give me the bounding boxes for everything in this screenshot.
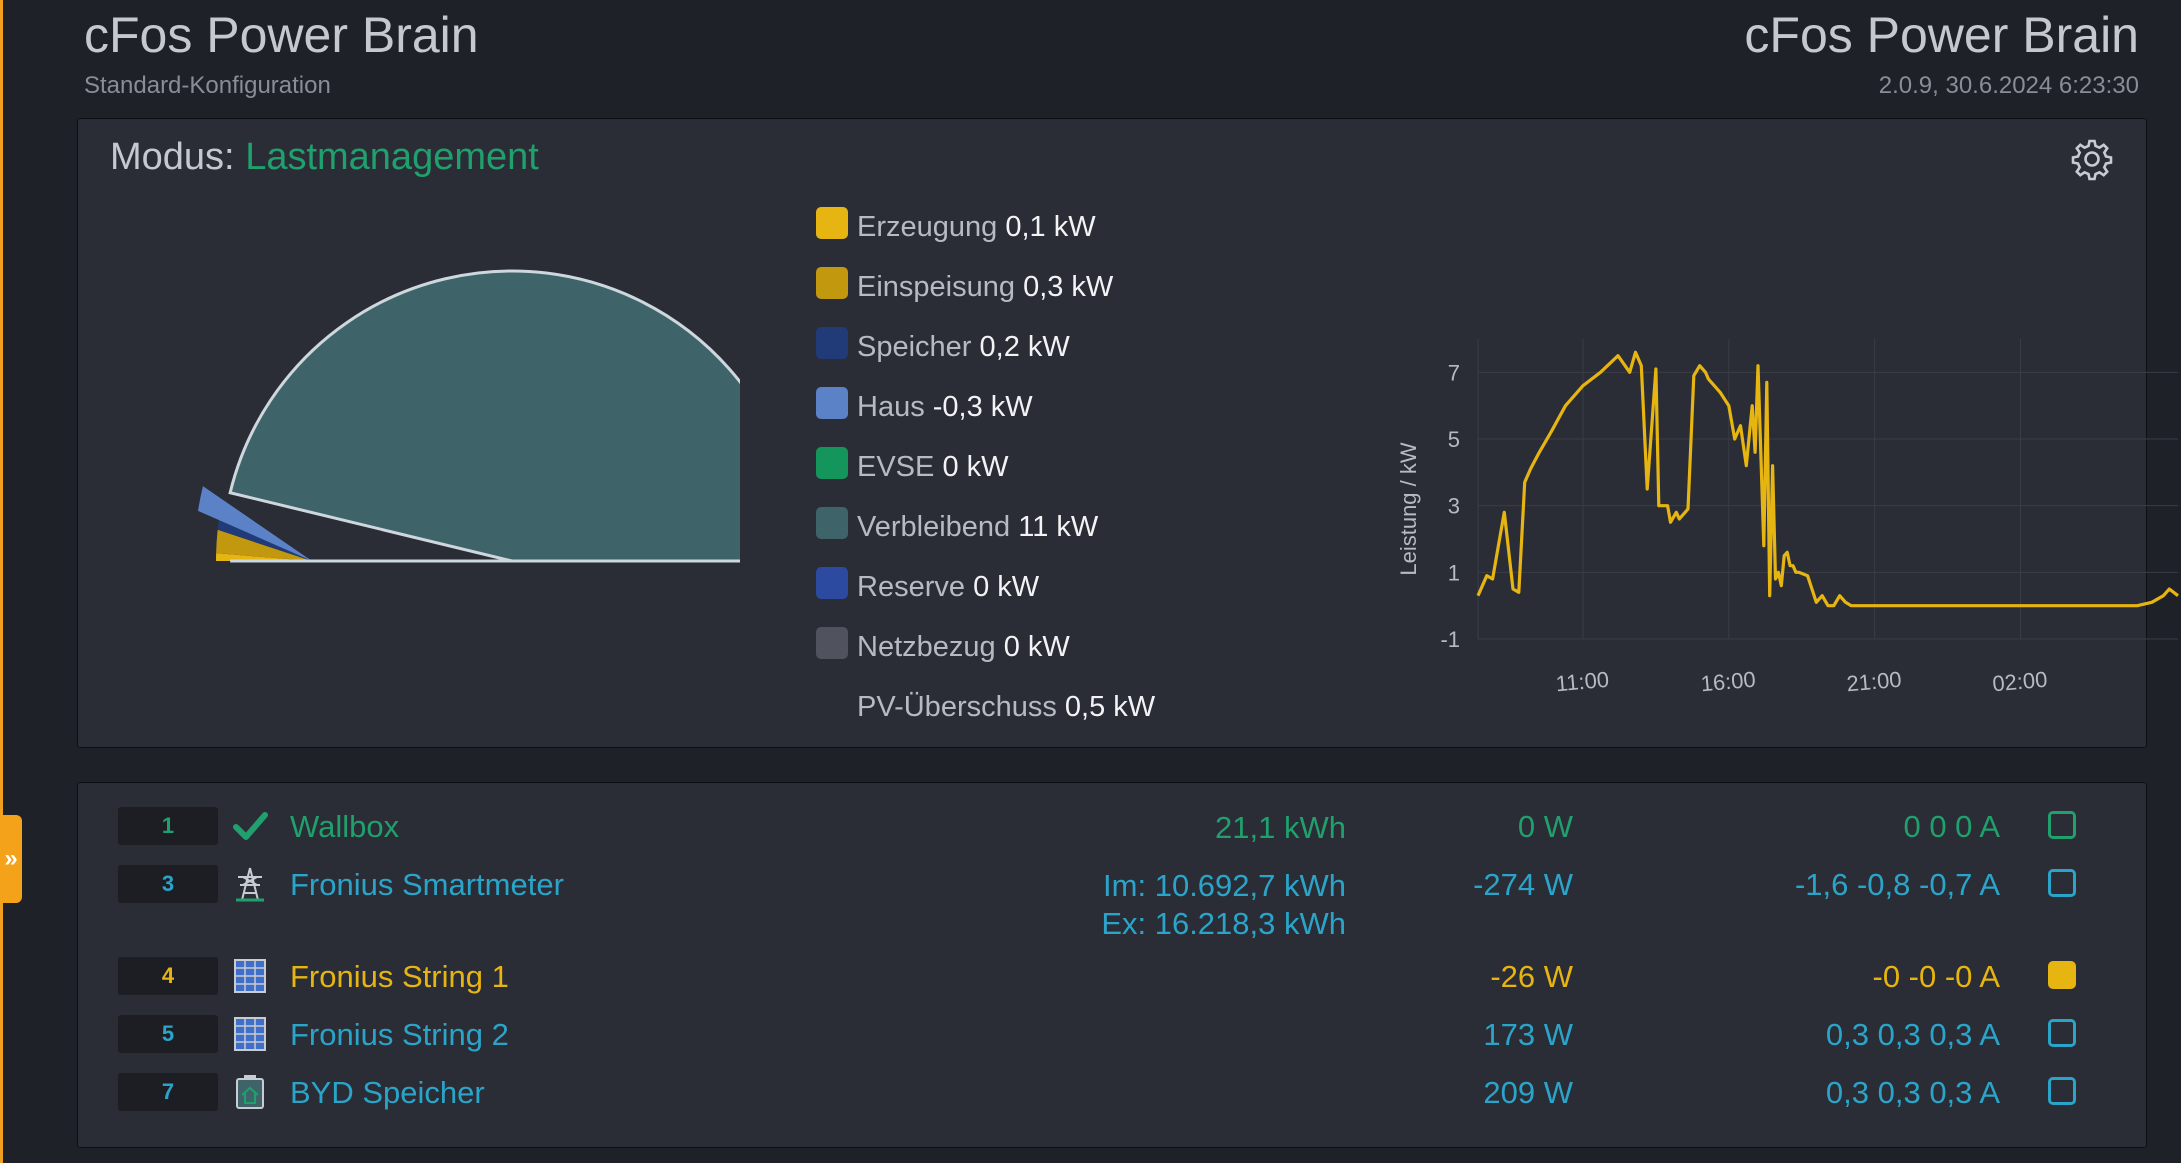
- legend-value: 0,3 kW: [1023, 271, 1114, 303]
- device-power: -26 W: [1490, 959, 1573, 994]
- device-power: 173 W: [1483, 1017, 1573, 1052]
- series-line: [1476, 350, 2179, 608]
- device-row[interactable]: 3 Fronius Smartmeter Im: 10.692,7 kWh Ex: 1…: [78, 865, 2146, 941]
- legend-swatch: [816, 627, 848, 659]
- device-current: -1,6 -0,8 -0,7 A: [1794, 867, 2000, 902]
- device-index: 1: [118, 807, 218, 845]
- device-select-checkbox[interactable]: [2048, 1019, 2076, 1047]
- legend-label: Verbleibend: [857, 511, 1011, 543]
- legend-label: EVSE: [857, 451, 935, 483]
- y-tick-label: 3: [1448, 494, 1460, 519]
- device-row[interactable]: 5 Fronius String 2 173 W 0,3 0,3 0,3 A: [78, 1015, 2146, 1055]
- device-name[interactable]: Fronius String 2: [290, 1017, 509, 1052]
- chart-grid: [1478, 339, 2178, 640]
- device-list-panel: 1 Wallbox 21,1 kWh 0 W 0 0 0 A 3 Fronius Smart…: [77, 782, 2147, 1148]
- expand-chevron-icon: »: [4, 845, 18, 872]
- gear-icon[interactable]: [2070, 137, 2114, 181]
- gauge-segment-remaining: [228, 269, 740, 563]
- left-accent-bar: [0, 0, 3, 1163]
- battery-icon: [236, 1075, 264, 1109]
- device-energy-line: 21,1 kWh: [1215, 810, 1346, 845]
- legend-value: 0,1 kW: [1005, 211, 1096, 243]
- device-index: 7: [118, 1073, 218, 1111]
- device-energy: 21,1 kWh: [1215, 809, 1346, 847]
- gauge-segment: [216, 553, 312, 561]
- gauge-segment: [197, 486, 312, 561]
- device-name[interactable]: Fronius Smartmeter: [290, 867, 564, 902]
- device-energy-line: Ex: 16.218,3 kWh: [1101, 906, 1346, 941]
- legend-value: 0,2 kW: [979, 331, 1070, 363]
- legend-label: Erzeugung: [857, 211, 998, 243]
- legend-swatch: [816, 567, 848, 599]
- x-tick-label: 11:00: [1555, 667, 1610, 697]
- legend-value: 0 kW: [1003, 631, 1070, 663]
- overview-panel: Modus: Lastmanagement Erzeugung 0,1 kW Ei…: [77, 118, 2179, 748]
- device-select-checkbox[interactable]: [2048, 811, 2076, 839]
- legend-swatch: [816, 447, 848, 479]
- y-tick-label: 1: [1448, 560, 1460, 585]
- device-row[interactable]: 1 Wallbox 21,1 kWh 0 W 0 0 0 A: [78, 807, 2146, 847]
- device-name[interactable]: Fronius String 1: [290, 959, 509, 994]
- device-name[interactable]: BYD Speicher: [290, 1075, 485, 1110]
- legend-label: PV-Überschuss: [857, 691, 1057, 723]
- device-name[interactable]: Wallbox: [290, 809, 400, 844]
- config-name: Standard-Konfiguration: [84, 72, 331, 99]
- device-power: -274 W: [1473, 867, 1573, 902]
- app-title: cFos Power Brain: [84, 7, 479, 63]
- expand-sidebar-button[interactable]: »: [0, 815, 22, 903]
- y-tick-label: -1: [1440, 627, 1460, 652]
- solar-panel-icon: [234, 959, 266, 993]
- device-current: 0 0 0 A: [1903, 809, 2000, 844]
- x-tick-label: 02:00: [1991, 667, 2048, 697]
- power-gauge: [197, 269, 740, 563]
- x-tick-label: 16:00: [1700, 667, 1757, 697]
- legend-value: -0,3 kW: [932, 391, 1033, 423]
- legend-value: 0,5 kW: [1064, 691, 1156, 723]
- legend-label: Reserve: [857, 571, 965, 603]
- device-index: 3: [118, 865, 218, 903]
- legend-label: Speicher: [857, 331, 972, 363]
- device-current: 0,3 0,3 0,3 A: [1825, 1075, 2000, 1110]
- device-select-checkbox[interactable]: [2048, 869, 2076, 897]
- device-select-checkbox[interactable]: [2048, 961, 2076, 989]
- device-index: 5: [118, 1015, 218, 1053]
- solar-panel-icon: [234, 1017, 266, 1051]
- device-power: 0 W: [1517, 809, 1573, 844]
- y-axis-label: Leistung / kW: [1396, 442, 1421, 576]
- device-title: cFos Power Brain: [1744, 7, 2139, 63]
- device-row[interactable]: 4 Fronius String 1 -26 W -0 -0 -0 A: [78, 957, 2146, 997]
- x-tick-label: 21:00: [1845, 667, 1902, 697]
- legend-swatch: [816, 327, 848, 359]
- legend-swatch: [816, 387, 848, 419]
- device-energy: Im: 10.692,7 kWh Ex: 16.218,3 kWh: [1101, 867, 1346, 943]
- mode-display: Modus: Lastmanagement: [110, 136, 539, 179]
- mode-value[interactable]: Lastmanagement: [245, 136, 539, 178]
- check-icon: [233, 812, 268, 840]
- device-row[interactable]: 7 BYD Speicher 209 W 0,3 0,3 0,3 A: [78, 1073, 2146, 1113]
- legend-label: Einspeisung: [857, 271, 1015, 303]
- device-index: 4: [118, 957, 218, 995]
- version-timestamp: 2.0.9, 30.6.2024 6:23:30: [1878, 72, 2139, 99]
- y-tick-label: 7: [1448, 360, 1460, 385]
- legend-value: 0 kW: [942, 451, 1009, 483]
- device-energy-line: Im: 10.692,7 kWh: [1103, 868, 1346, 903]
- mode-label: Modus:: [110, 136, 235, 178]
- legend-swatch: [816, 207, 848, 239]
- device-current: 0,3 0,3 0,3 A: [1825, 1017, 2000, 1052]
- legend-value: 0 kW: [973, 571, 1040, 603]
- legend-label: Haus: [857, 391, 925, 423]
- legend-swatch: [816, 507, 848, 539]
- y-tick-label: 5: [1448, 427, 1460, 452]
- device-select-checkbox[interactable]: [2048, 1077, 2076, 1105]
- device-power: 209 W: [1483, 1075, 1573, 1110]
- gauge-segment: [216, 529, 312, 561]
- power-history-chart: 7 5 3 1 -1 11:00 16:00 21:00 02:00 Leistung / kW: [1396, 339, 2179, 697]
- legend-label: Netzbezug: [857, 631, 996, 663]
- power-tower-icon: [236, 867, 264, 902]
- legend-value: 11 kW: [1018, 511, 1099, 543]
- legend-swatch: [816, 267, 848, 299]
- device-current: -0 -0 -0 A: [1872, 959, 2001, 994]
